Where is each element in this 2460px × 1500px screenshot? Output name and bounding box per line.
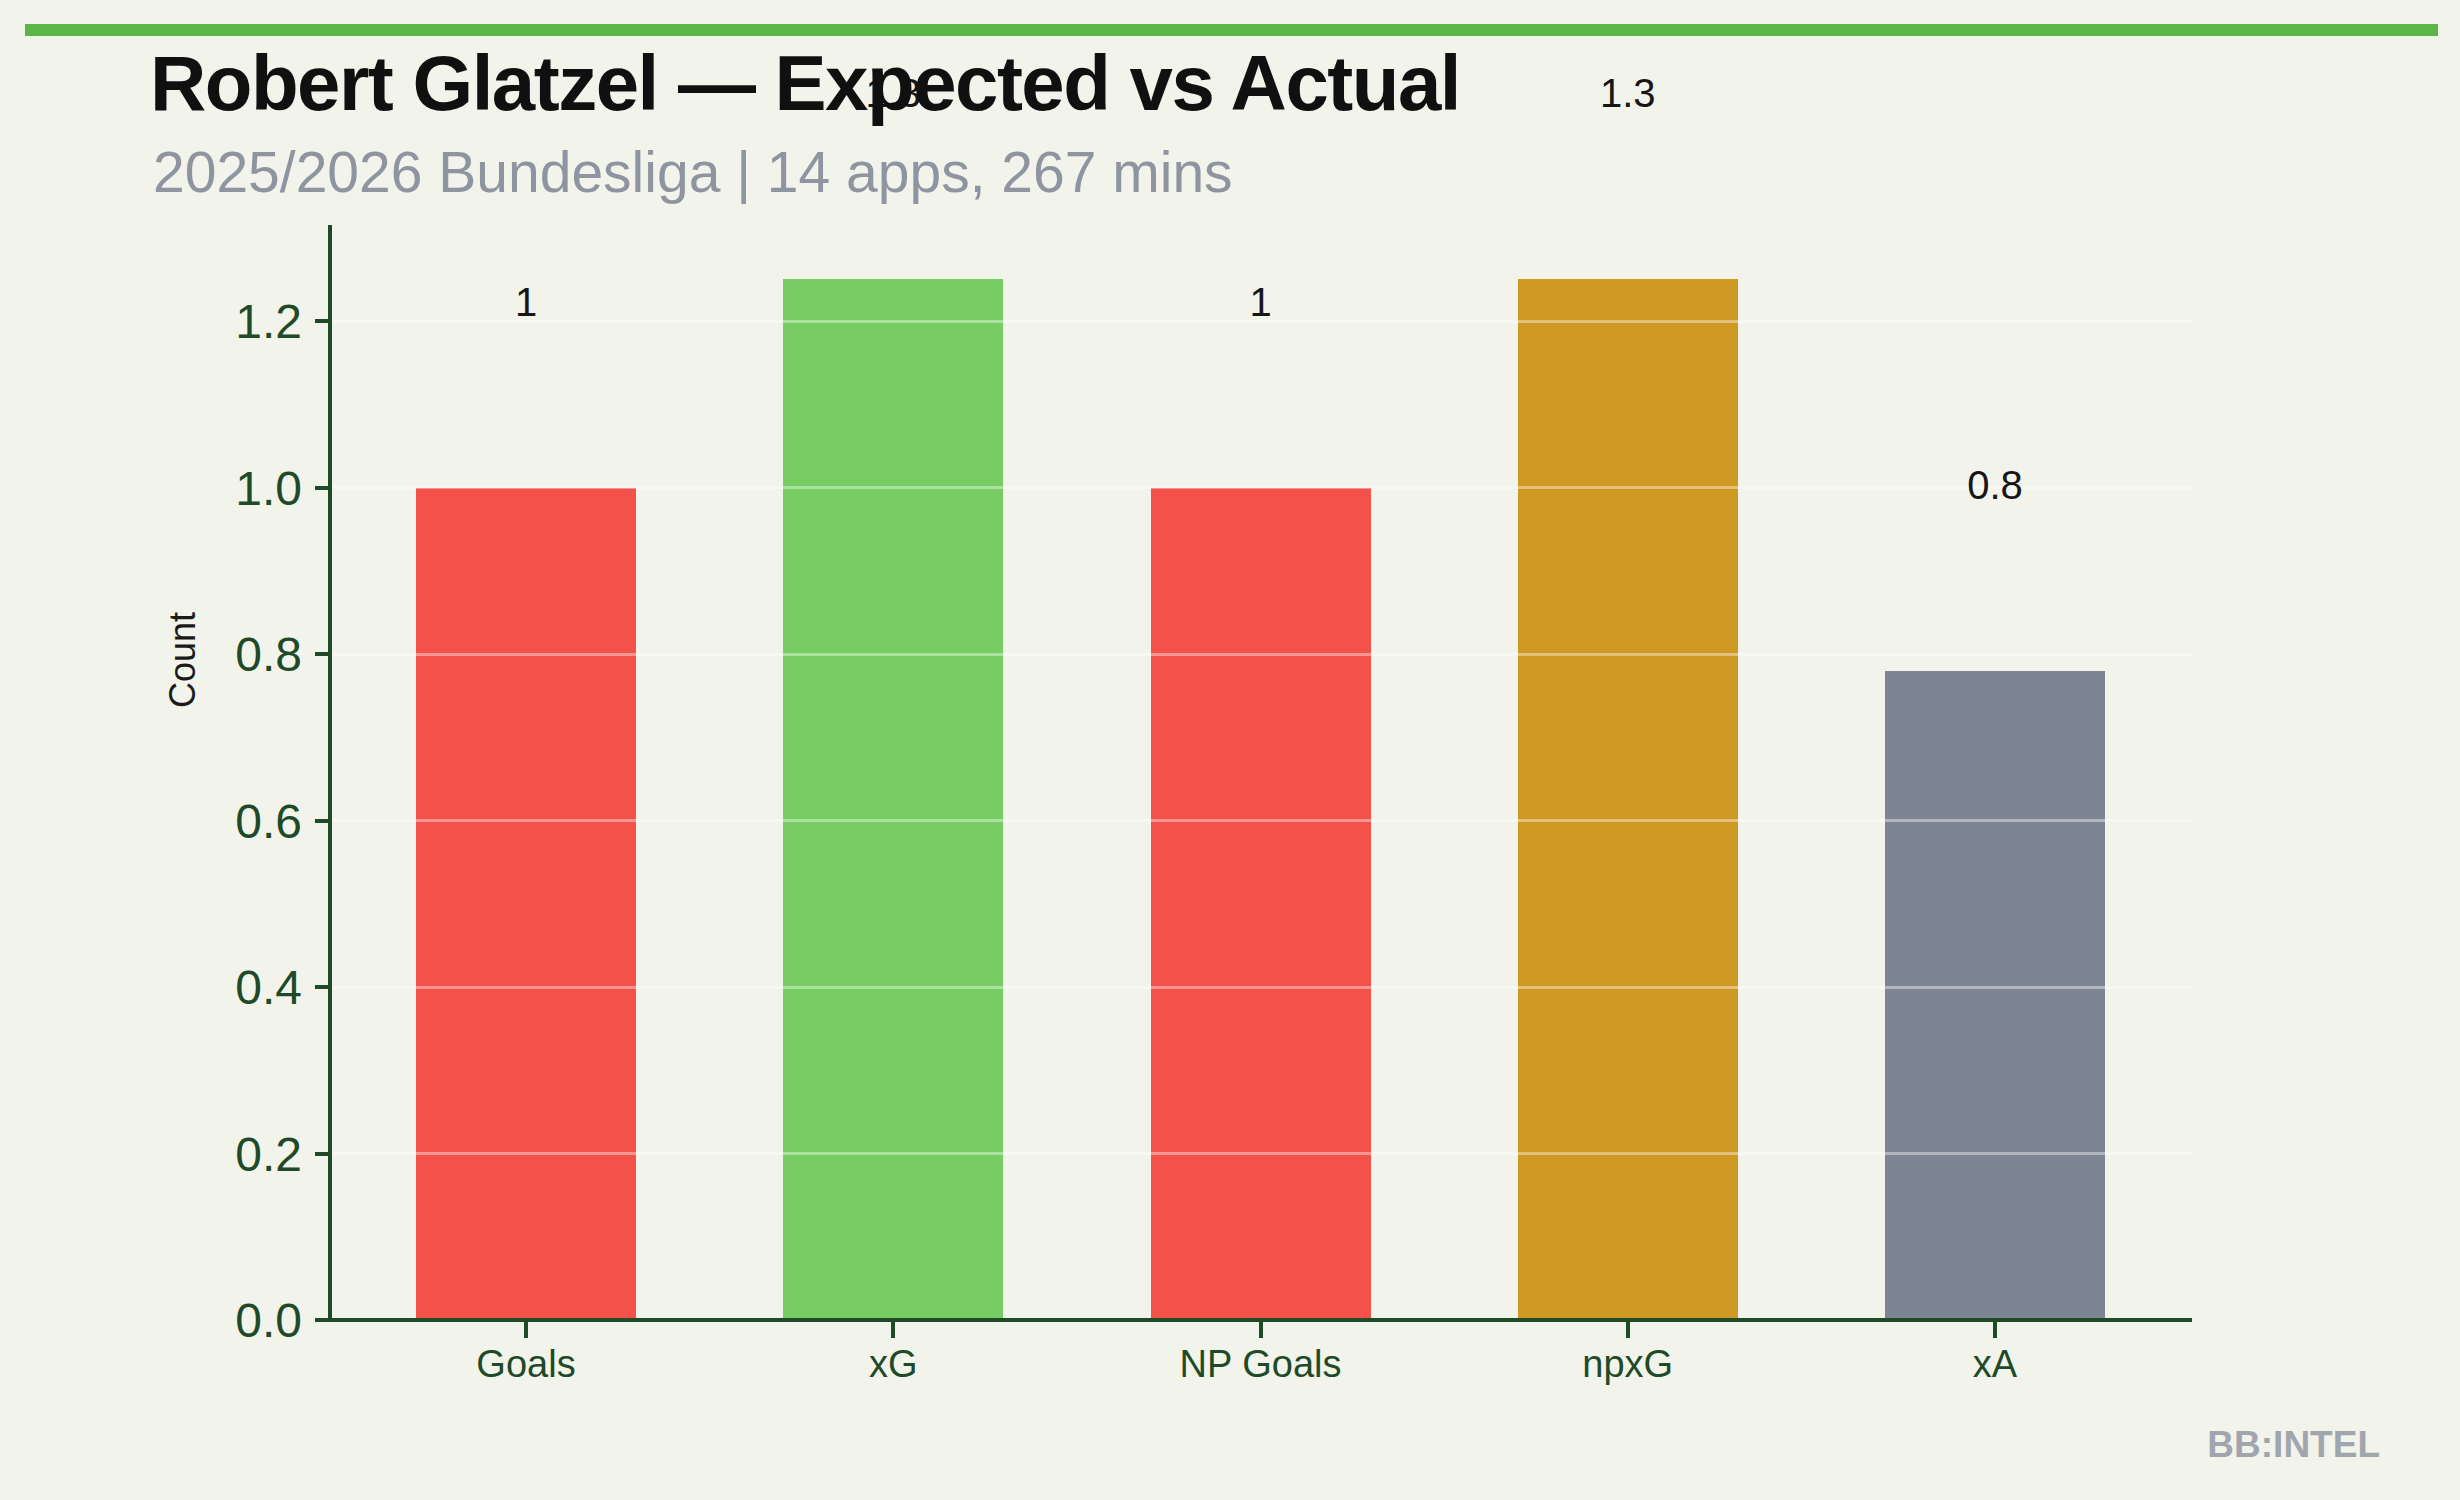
x-axis-line: [328, 1318, 2192, 1322]
y-tick-label: 1.2: [235, 294, 302, 349]
gridline: [332, 486, 2192, 489]
page-background: 2025/2026 Bundesliga | 14 apps, 267 mins…: [0, 0, 2460, 1500]
y-tick-label: 0.8: [235, 627, 302, 682]
x-tick-mark: [1993, 1320, 1997, 1338]
bar-npxg: [1518, 279, 1738, 1320]
bar-value-label: 1: [1249, 279, 1271, 324]
bar-np-goals: [1151, 488, 1371, 1321]
watermark-logo: BB:INTEL: [2207, 1424, 2380, 1466]
gridline: [332, 986, 2192, 989]
x-tick-label: NP Goals: [1180, 1343, 1342, 1386]
bar-xa: [1885, 671, 2105, 1320]
x-tick-mark: [891, 1320, 895, 1338]
y-axis-line: [328, 225, 332, 1322]
x-tick-label: xA: [1973, 1343, 2017, 1386]
y-axis-title: Count: [162, 612, 204, 708]
x-tick-label: xG: [869, 1343, 918, 1386]
y-tick-label: 0.0: [235, 1293, 302, 1348]
x-tick-mark: [1259, 1320, 1263, 1338]
bar-goals: [416, 488, 636, 1321]
y-tick-label: 0.4: [235, 960, 302, 1015]
chart-subtitle: 2025/2026 Bundesliga | 14 apps, 267 mins: [153, 144, 1233, 201]
x-tick-label: npxG: [1582, 1343, 1673, 1386]
bar-value-label: 1.3: [1600, 71, 1656, 116]
y-tick-label: 0.2: [235, 1126, 302, 1181]
x-tick-label: Goals: [476, 1343, 575, 1386]
y-tick-label: 1.0: [235, 460, 302, 515]
y-tick-label: 0.6: [235, 793, 302, 848]
x-tick-mark: [524, 1320, 528, 1338]
bar-value-label: 0.8: [1967, 462, 2023, 507]
chart-title: Robert Glatzel — Expected vs Actual: [150, 44, 1460, 122]
bar-value-label: 1: [515, 279, 537, 324]
gridline: [332, 1152, 2192, 1155]
gridline: [332, 653, 2192, 656]
x-tick-mark: [1626, 1320, 1630, 1338]
bar-xg: [783, 279, 1003, 1320]
plot-area: 0.0 0.2 0.4 0.6 0.8 1.0 1.2 1 Goals 1.3 xG 1 NP Goal…: [0, 0, 2460, 1500]
gridline: [332, 819, 2192, 822]
